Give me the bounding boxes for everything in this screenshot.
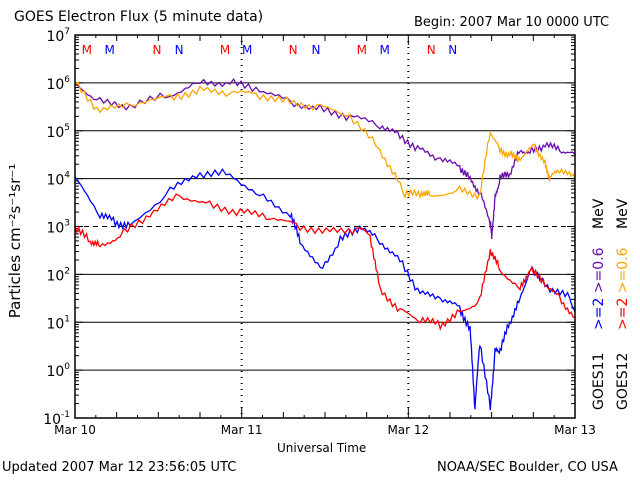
x-axis-label: Universal Time [277,441,367,455]
y-axis-label: Particles cm⁻²s⁻¹sr⁻¹ [6,163,24,319]
chart-title: GOES Electron Flux (5 minute data) [14,9,264,25]
y-tick-label: 104 [46,171,70,189]
y-tick-label: 106 [46,75,70,93]
y-tick-label: 100 [46,362,70,380]
y-tick-label: 102 [46,266,70,284]
series-line-goes12-0-6-mev [74,81,576,201]
series-line-goes12-2-mev [74,193,576,331]
legend-item: >=2 [591,298,607,330]
legend-entry: >=2 >=0.6 MeV [615,198,631,330]
local-time-marker: N [427,43,436,57]
y-tick-label: 101 [46,314,70,332]
legend-item: >=0.6 [591,247,607,297]
y-tick-label: 10-1 [43,410,70,428]
begin-label: Begin: 2007 Mar 10 0000 UTC [414,15,610,30]
legend-item: >=0.6 [615,247,631,297]
legend-item: >=2 [615,298,631,330]
x-tick-label: Mar 13 [554,423,596,437]
legend-sat-label: GOES12 [615,353,631,410]
y-tick-label: 103 [46,219,70,237]
local-time-marker: M [220,43,230,57]
legend-sat-label: GOES11 [591,353,607,410]
local-time-marker: M [380,43,390,57]
legend-entry: >=2 >=0.6 MeV [591,198,607,330]
local-time-marker: N [448,43,457,57]
updated-label: Updated 2007 Mar 12 23:56:05 UTC [2,460,237,475]
series-line-goes11-0-6-mev [74,78,576,240]
legend-item: MeV [591,198,607,233]
local-time-marker: N [175,43,184,57]
legend-item: MeV [615,198,631,233]
local-time-marker: M [242,43,252,57]
local-time-marker: M [82,43,92,57]
x-tick-label: Mar 12 [387,423,429,437]
plot-frame [74,34,576,419]
y-tick-label: 105 [46,123,70,141]
local-time-marker: N [311,43,320,57]
local-time-marker: M [105,43,115,57]
local-time-marker: N [289,43,298,57]
local-time-marker: M [357,43,367,57]
source-label: NOAA/SEC Boulder, CO USA [437,460,618,475]
series-line-goes11-2-mev [74,167,576,411]
local-time-marker: N [152,43,161,57]
x-tick-label: Mar 11 [221,423,263,437]
x-tick-label: Mar 10 [54,423,96,437]
y-tick-label: 107 [46,27,70,45]
